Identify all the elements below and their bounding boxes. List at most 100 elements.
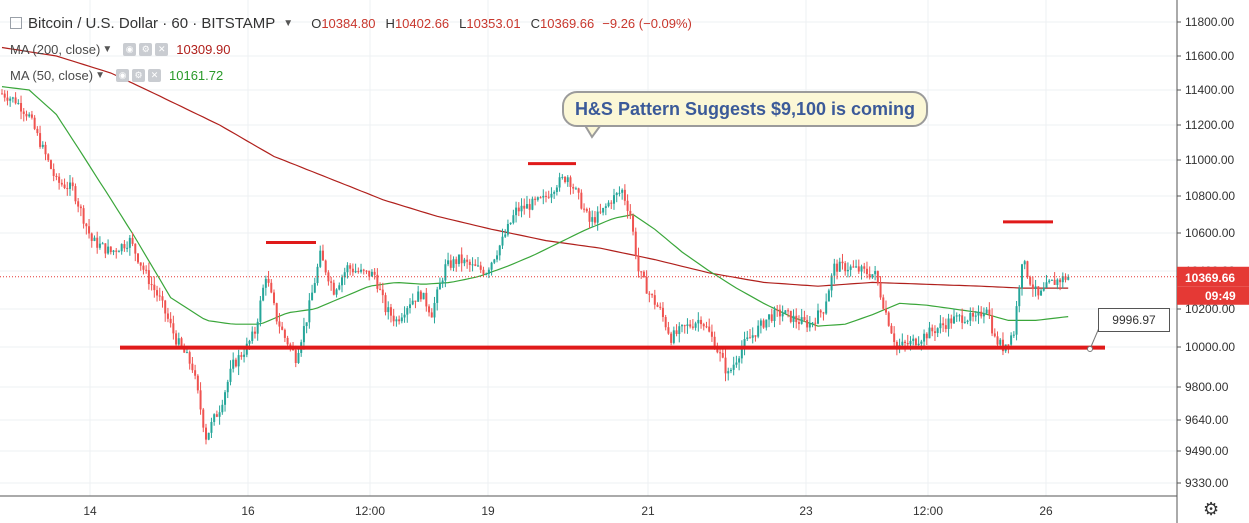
price-tick-label: 10000.00 <box>1185 340 1235 354</box>
candle-body <box>457 254 460 264</box>
candle-body <box>90 233 93 241</box>
candle-body <box>613 195 615 204</box>
candle-body <box>131 237 134 244</box>
candle-body <box>156 290 159 296</box>
price-tick-label: 10800.00 <box>1185 189 1235 203</box>
pattern-callout[interactable]: H&S Pattern Suggests $9,100 is coming <box>562 91 928 127</box>
candle-body <box>955 315 958 317</box>
close-value: 10369.66 <box>540 15 595 31</box>
ma50-value: 10161.72 <box>169 67 224 83</box>
ma200-value: 10309.90 <box>176 41 231 57</box>
collapse-icon[interactable] <box>10 17 22 29</box>
candle-body <box>863 266 866 269</box>
candle-body <box>653 295 656 305</box>
candle-body <box>180 338 183 347</box>
candle-body <box>656 304 659 307</box>
price-tick-label: 9330.00 <box>1185 476 1229 490</box>
candle-body <box>409 304 411 309</box>
candle-body <box>1018 288 1021 307</box>
candle-body <box>629 210 632 216</box>
symbol-title[interactable]: Bitcoin / U.S. Dollar · 60 · BITSTAMP <box>28 14 276 32</box>
eye-icon[interactable]: ◉ <box>116 68 129 82</box>
candle-body <box>164 300 167 314</box>
candle-body <box>332 282 335 295</box>
candle-body <box>868 274 871 278</box>
candle-body <box>134 243 137 254</box>
candle-body <box>817 310 819 324</box>
gear-icon[interactable]: ⚙ <box>132 68 145 82</box>
close-icon[interactable]: ✕ <box>155 42 169 56</box>
candle-body <box>414 300 417 302</box>
ma50-label[interactable]: MA (50, close) <box>10 67 94 83</box>
candle-body <box>30 114 33 118</box>
candle-body <box>436 289 439 303</box>
legend: Bitcoin / U.S. Dollar · 60 · BITSTAMP ▼ … <box>10 10 692 88</box>
symbol-row: Bitcoin / U.S. Dollar · 60 · BITSTAMP ▼ … <box>10 10 692 36</box>
candle-body <box>39 133 42 147</box>
candle-body <box>142 265 145 270</box>
candle-body <box>604 206 607 208</box>
candle-body <box>947 318 950 329</box>
candle-body <box>999 339 1002 345</box>
candle-body <box>811 322 814 324</box>
candle-body <box>509 222 512 225</box>
chevron-down-icon[interactable]: ▼ <box>283 17 294 29</box>
candle-body <box>836 263 839 272</box>
candle-body <box>593 217 596 223</box>
chevron-down-icon[interactable]: ▼ <box>95 69 105 81</box>
candle-body <box>109 246 112 253</box>
candle-body <box>588 211 591 222</box>
candle-body <box>145 269 148 271</box>
candle-body <box>517 207 520 212</box>
candle-body <box>778 309 781 317</box>
chevron-down-icon[interactable]: ▼ <box>102 43 113 55</box>
price-tick-label: 11200.00 <box>1185 118 1234 132</box>
candle-body <box>360 269 363 272</box>
candle-body <box>827 290 830 302</box>
support-price-label[interactable]: 9996.97 <box>1098 308 1170 332</box>
candle-body <box>531 198 534 210</box>
candle-body <box>743 338 746 348</box>
candle-body <box>496 255 499 260</box>
gear-icon[interactable]: ⚙ <box>139 42 153 56</box>
candle-body <box>463 259 466 264</box>
pattern-marks <box>120 121 1105 352</box>
candle-body <box>362 269 365 271</box>
candle-body <box>806 319 809 328</box>
candle-body <box>991 315 994 334</box>
candle-body <box>822 312 825 314</box>
candle-body <box>645 276 648 294</box>
candle-body <box>852 266 855 268</box>
candle-body <box>262 287 265 301</box>
candle-body <box>539 197 542 199</box>
candle-body <box>466 259 469 262</box>
candle-body <box>683 325 686 327</box>
candle-body <box>672 330 675 343</box>
candle-body <box>721 352 724 358</box>
candle-body <box>607 202 610 207</box>
candle-body <box>953 316 955 324</box>
close-icon[interactable]: ✕ <box>148 68 161 82</box>
candle-body <box>319 250 322 267</box>
candle-body <box>79 206 82 209</box>
settings-gear-icon[interactable]: ⚙ <box>1203 499 1220 519</box>
candle-body <box>966 320 969 322</box>
candle-body <box>933 331 936 334</box>
candle-body <box>311 292 314 301</box>
candle-body <box>618 192 621 194</box>
candle-body <box>525 204 528 209</box>
eye-icon[interactable]: ◉ <box>123 42 137 56</box>
candle-body <box>259 300 262 322</box>
candle-body <box>191 363 194 371</box>
candle-body <box>343 272 346 278</box>
candle-body <box>1048 280 1051 283</box>
candle-body <box>936 328 939 334</box>
open-label: O <box>311 15 322 31</box>
candle-body <box>751 335 754 338</box>
ma200-label[interactable]: MA (200, close) <box>10 41 101 57</box>
countdown-value: 09:49 <box>1205 289 1236 303</box>
price-tick-label: 11000.00 <box>1185 153 1234 167</box>
candle-body <box>623 189 626 201</box>
candle-body <box>147 270 150 285</box>
